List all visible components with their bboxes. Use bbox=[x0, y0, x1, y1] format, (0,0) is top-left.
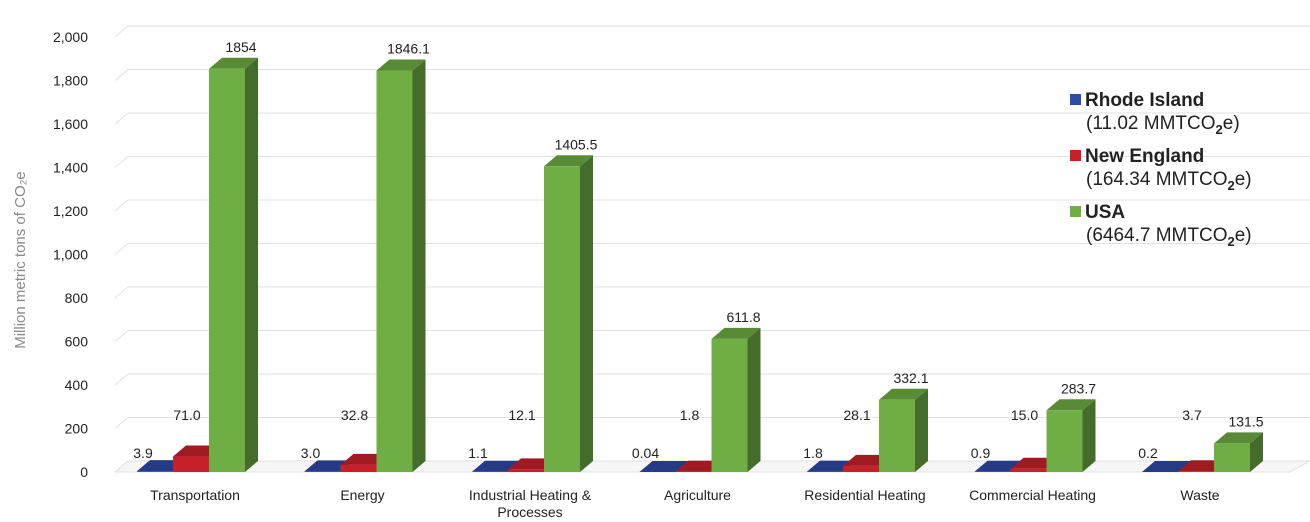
data-label: 0.2 bbox=[1138, 445, 1158, 461]
legend-name: Rhode Island bbox=[1085, 90, 1205, 111]
data-label: 0.04 bbox=[632, 445, 659, 461]
grid-diagonal bbox=[114, 112, 129, 125]
data-label: 1.1 bbox=[468, 445, 488, 461]
grid-diagonal bbox=[114, 286, 129, 299]
category-label: Processes bbox=[497, 504, 562, 520]
y-tick-label: 1,400 bbox=[53, 160, 88, 176]
bars bbox=[137, 57, 1263, 472]
grid-diagonal bbox=[114, 417, 129, 429]
data-label: 15.0 bbox=[1011, 407, 1038, 423]
data-label: 12.1 bbox=[508, 407, 535, 423]
y-tick-label: 1,800 bbox=[53, 73, 88, 89]
y-tick-label: 0 bbox=[80, 464, 88, 480]
category-label: Industrial Heating & bbox=[469, 487, 592, 503]
y-axis-label: Million metric tons of CO₂e bbox=[12, 171, 29, 349]
grid-diagonal bbox=[114, 199, 129, 212]
data-label: 28.1 bbox=[843, 407, 870, 423]
data-label: 1405.5 bbox=[555, 136, 598, 152]
grid-diagonal bbox=[114, 69, 129, 81]
legend-swatch bbox=[1070, 149, 1081, 161]
legend-swatch bbox=[1070, 94, 1081, 105]
bar bbox=[544, 155, 593, 472]
legend-entry: New England (164.34 MMTCO2e) bbox=[1070, 145, 1252, 197]
data-label: 71.0 bbox=[173, 407, 200, 423]
data-label: 1.8 bbox=[803, 445, 823, 461]
grid-diagonal bbox=[114, 243, 129, 255]
bar bbox=[1046, 399, 1096, 472]
category-label: Waste bbox=[1180, 487, 1219, 503]
data-label: 1.8 bbox=[680, 407, 700, 423]
bar bbox=[1214, 432, 1263, 472]
category-label: Transportation bbox=[150, 487, 240, 503]
data-label: 1846.1 bbox=[387, 40, 430, 56]
grid-diagonal bbox=[114, 25, 129, 38]
legend-subtitle: (6464.7 MMTCO2e) bbox=[1086, 224, 1252, 249]
legend: Rhode Island (11.02 MMTCO2e) New England (1… bbox=[1070, 89, 1252, 256]
y-tick-label: 1,600 bbox=[53, 116, 88, 132]
data-label: 32.8 bbox=[341, 407, 368, 423]
y-tick-label: 400 bbox=[65, 377, 89, 393]
bar bbox=[376, 59, 426, 472]
data-label: 1854 bbox=[225, 39, 256, 55]
y-tick-label: 1,000 bbox=[53, 247, 88, 263]
y-tick-label: 800 bbox=[65, 290, 89, 306]
grid-diagonal bbox=[114, 156, 129, 168]
category-label: Commercial Heating bbox=[969, 487, 1096, 503]
y-tick-label: 200 bbox=[65, 421, 89, 437]
legend-entry: USA (6464.7 MMTCO2e) bbox=[1070, 201, 1252, 253]
category-label: Residential Heating bbox=[804, 487, 925, 503]
legend-name: New England bbox=[1085, 145, 1205, 167]
category-label: Agriculture bbox=[664, 487, 731, 503]
bar bbox=[711, 327, 761, 472]
legend-subtitle: (11.02 MMTCO2e) bbox=[1086, 113, 1240, 137]
y-tick-label: 2,000 bbox=[53, 29, 88, 45]
bar bbox=[209, 57, 258, 472]
data-label: 611.8 bbox=[727, 309, 761, 325]
data-label: 0.9 bbox=[971, 445, 991, 461]
grid-diagonal bbox=[114, 373, 129, 386]
data-labels: 3.9 71.0 1854 3.0 32.8 1846.1 1.1 12.1 1405.5 0.0… bbox=[133, 39, 1263, 461]
data-label: 3.0 bbox=[301, 445, 321, 461]
grid-diagonal bbox=[114, 330, 129, 342]
y-tick-label: 1,200 bbox=[53, 203, 88, 219]
legend-entry: Rhode Island (11.02 MMTCO2e) bbox=[1070, 89, 1252, 141]
category-label: Energy bbox=[340, 487, 384, 503]
data-label: 3.9 bbox=[133, 445, 153, 461]
legend-subtitle: (164.34 MMTCO2e) bbox=[1086, 168, 1252, 193]
data-label: 332.1 bbox=[893, 370, 928, 386]
legend-swatch bbox=[1070, 205, 1081, 217]
data-label: 283.7 bbox=[1061, 380, 1096, 396]
y-axis: 0 200 400 600 800 1,000 1,200 1,400 1,600 1,800 2,… bbox=[53, 29, 88, 480]
bar bbox=[879, 388, 928, 472]
legend-name: USA bbox=[1085, 201, 1126, 223]
data-label: 131.5 bbox=[1228, 413, 1263, 429]
data-label: 3.7 bbox=[1182, 407, 1202, 423]
category-labels: Transportation Energy Industrial Heating &… bbox=[150, 487, 1220, 520]
y-tick-label: 600 bbox=[65, 334, 89, 350]
